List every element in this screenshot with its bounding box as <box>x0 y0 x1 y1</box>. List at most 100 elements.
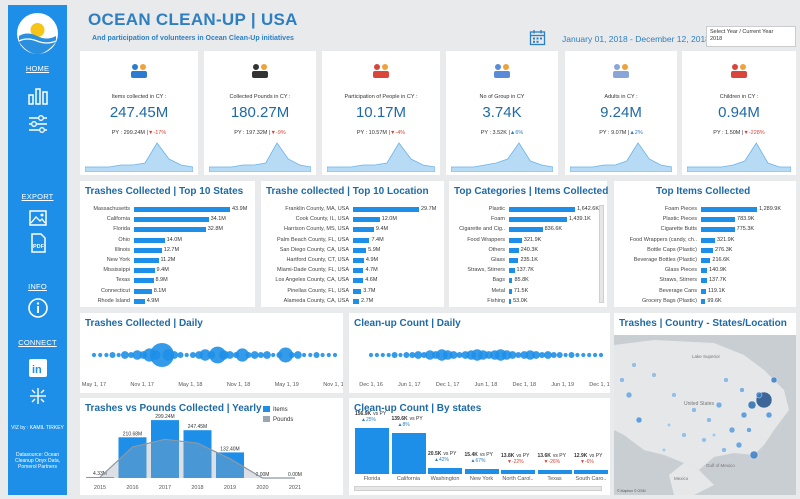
map-location-dot[interactable] <box>765 411 773 419</box>
year-selector-value[interactable]: 2018 <box>710 36 723 42</box>
daily-point[interactable] <box>226 351 234 359</box>
daily-point[interactable] <box>550 352 557 358</box>
daily-point[interactable] <box>98 352 103 358</box>
bar[interactable] <box>134 258 159 263</box>
daily-point[interactable] <box>501 350 512 360</box>
kpi-card[interactable]: Items collected in CY : 247.45M PY : 299.2… <box>80 51 198 175</box>
daily-point[interactable] <box>442 350 453 360</box>
daily-point[interactable] <box>219 350 229 360</box>
daily-point[interactable] <box>116 352 121 358</box>
bar[interactable] <box>353 247 367 253</box>
map-location-dot[interactable] <box>619 377 625 383</box>
daily-point[interactable] <box>449 351 458 359</box>
daily-point[interactable] <box>403 352 410 358</box>
map-location-dot[interactable] <box>747 400 757 410</box>
map-location-dot[interactable] <box>635 416 643 424</box>
daily-point[interactable] <box>409 352 416 358</box>
tableau-icon[interactable] <box>27 385 49 407</box>
us-map[interactable]: Lake Superior United States Gulf of Mexi… <box>614 335 796 495</box>
daily-point[interactable] <box>104 352 109 358</box>
daily-point[interactable] <box>189 352 196 358</box>
daily-point[interactable] <box>132 350 143 360</box>
map-location-dot[interactable] <box>625 391 633 399</box>
bar[interactable] <box>509 237 522 243</box>
daily-point[interactable] <box>556 352 563 358</box>
daily-point[interactable] <box>593 352 598 358</box>
bar[interactable] <box>353 207 419 212</box>
bar[interactable] <box>701 227 735 233</box>
daily-point[interactable] <box>374 352 379 358</box>
items-bar[interactable] <box>151 420 179 478</box>
daily-point[interactable] <box>508 351 517 359</box>
daily-point[interactable] <box>308 352 313 358</box>
bar[interactable] <box>134 217 209 223</box>
bar[interactable] <box>353 227 374 233</box>
map-location-dot[interactable] <box>666 422 672 428</box>
daily-point[interactable] <box>128 352 135 358</box>
year-selector[interactable]: Select Year / Current Year 2018 <box>706 26 796 47</box>
nav-info[interactable]: INFO <box>28 282 47 291</box>
map-location-dot[interactable] <box>671 392 677 398</box>
daily-point[interactable] <box>568 352 575 358</box>
daily-point[interactable] <box>199 349 211 361</box>
map-location-dot[interactable] <box>711 432 717 438</box>
daily-point[interactable] <box>368 352 374 358</box>
map-location-dot[interactable] <box>740 411 748 419</box>
daily-point[interactable] <box>380 352 385 358</box>
daily-point[interactable] <box>563 352 568 358</box>
daily-point[interactable] <box>425 350 435 360</box>
map-location-dot[interactable] <box>701 437 707 443</box>
map-location-dot[interactable] <box>746 427 752 433</box>
state-bar[interactable] <box>428 467 462 474</box>
map-location-dot[interactable] <box>755 391 763 399</box>
daily-point[interactable] <box>162 349 174 361</box>
kpi-card[interactable]: Collected Pounds in CY : 180.27M PY : 197.… <box>204 51 316 175</box>
kpi-card[interactable]: Children in CY : 0.94M PY : 1.50M |▼-228% <box>682 51 796 175</box>
bar[interactable] <box>353 237 370 243</box>
bar[interactable] <box>353 298 359 304</box>
state-bar[interactable] <box>391 433 426 474</box>
bar[interactable] <box>509 227 543 233</box>
bar[interactable] <box>701 298 706 304</box>
bar[interactable] <box>701 217 735 223</box>
bar[interactable] <box>134 237 165 243</box>
daily-point[interactable] <box>263 351 271 359</box>
daily-point[interactable] <box>235 348 249 362</box>
bar[interactable] <box>509 278 513 284</box>
kpi-card[interactable]: Adults in CY : 9.24M PY : 9.07M |▲2% <box>565 51 677 175</box>
map-location-dot[interactable] <box>735 441 743 449</box>
bar[interactable] <box>134 227 206 233</box>
daily-point[interactable] <box>109 352 116 358</box>
map-location-dot[interactable] <box>721 447 727 453</box>
image-export-icon[interactable] <box>27 207 49 229</box>
daily-point[interactable] <box>184 352 189 358</box>
daily-point[interactable] <box>525 350 535 360</box>
nav-export[interactable]: EXPORT <box>21 192 54 201</box>
map-location-dot[interactable] <box>691 407 697 413</box>
categories-scrollbar[interactable] <box>599 205 604 303</box>
bar[interactable] <box>134 298 145 304</box>
items-bar[interactable] <box>86 477 114 478</box>
bar[interactable] <box>134 288 152 294</box>
kpi-card[interactable]: No of Group in CY 3.74K PY : 3.52K |▲6% <box>446 51 558 175</box>
map-location-dot[interactable] <box>723 377 729 383</box>
daily-point[interactable] <box>257 352 264 358</box>
daily-point[interactable] <box>414 351 423 359</box>
bar[interactable] <box>134 207 230 212</box>
daily-point[interactable] <box>398 352 403 358</box>
daily-point[interactable] <box>515 352 522 358</box>
daily-point[interactable] <box>326 352 331 358</box>
items-bar[interactable] <box>183 430 212 478</box>
daily-point[interactable] <box>532 351 540 359</box>
daily-point[interactable] <box>278 347 294 363</box>
bar[interactable] <box>509 217 567 223</box>
daily-point[interactable] <box>386 352 391 358</box>
state-bar[interactable] <box>574 470 608 474</box>
daily-point[interactable] <box>456 352 463 358</box>
daily-point[interactable] <box>581 352 586 358</box>
bar[interactable] <box>353 258 364 263</box>
info-icon[interactable] <box>27 297 49 319</box>
daily-point[interactable] <box>245 352 252 358</box>
bar[interactable] <box>509 247 519 253</box>
bar[interactable] <box>134 247 162 253</box>
